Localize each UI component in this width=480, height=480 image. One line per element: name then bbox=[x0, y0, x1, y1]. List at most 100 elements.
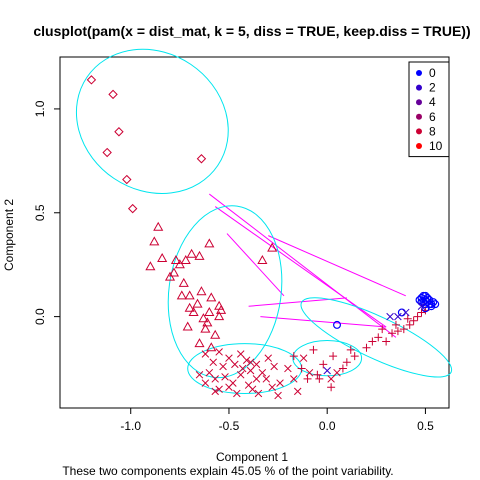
plus-point bbox=[327, 383, 335, 391]
x-tick-label: -0.5 bbox=[219, 419, 240, 433]
plus-point bbox=[394, 327, 402, 335]
x-point bbox=[277, 380, 284, 387]
cluster-ellipse bbox=[157, 198, 292, 385]
plus-point bbox=[313, 371, 321, 379]
legend-label: 6 bbox=[429, 110, 436, 124]
plus-point bbox=[368, 338, 376, 346]
cluster-ellipse bbox=[48, 20, 256, 222]
x-point bbox=[253, 361, 260, 368]
triangle-point bbox=[205, 239, 213, 247]
chart-title: clusplot(pam(x = dist_mat, k = 5, diss =… bbox=[33, 23, 470, 39]
legend-label: 8 bbox=[429, 124, 436, 138]
triangle-point bbox=[258, 256, 266, 264]
triangle-point bbox=[207, 293, 215, 301]
triangle-point bbox=[184, 323, 192, 331]
plus-point bbox=[374, 333, 382, 341]
plus-point bbox=[382, 338, 390, 346]
y-axis-label: Component 2 bbox=[2, 199, 16, 271]
y-axis: 0.0 0.5 1.0 bbox=[33, 100, 60, 325]
x-point bbox=[220, 363, 227, 370]
x-point bbox=[247, 367, 254, 374]
cluster-ellipses bbox=[48, 20, 459, 393]
legend-marker bbox=[416, 114, 422, 120]
triangle-point bbox=[150, 237, 158, 245]
data-points bbox=[87, 76, 438, 399]
x-tick-label: 0.0 bbox=[319, 419, 336, 433]
diamond-point bbox=[197, 155, 205, 163]
cluster-connectors bbox=[209, 194, 405, 337]
connector-line bbox=[268, 236, 406, 296]
x-point bbox=[259, 369, 266, 376]
triangle-point bbox=[205, 308, 213, 316]
triangle-point bbox=[187, 250, 195, 257]
legend-marker bbox=[416, 99, 422, 105]
plus-point bbox=[414, 313, 422, 321]
diamond-point bbox=[87, 76, 95, 84]
x-point bbox=[271, 363, 278, 370]
x-point bbox=[239, 365, 246, 372]
x-tick-label: -1.0 bbox=[120, 419, 141, 433]
triangle-point bbox=[193, 300, 201, 308]
legend-label: 2 bbox=[429, 81, 436, 95]
x-point bbox=[226, 384, 233, 391]
diamond-point bbox=[123, 176, 131, 184]
plus-point bbox=[406, 321, 414, 329]
connector-line bbox=[209, 194, 396, 337]
x-point bbox=[284, 365, 291, 372]
triangle-point bbox=[180, 279, 188, 287]
diamond-point bbox=[115, 128, 123, 136]
triangle-point bbox=[154, 223, 162, 231]
connector-line bbox=[215, 207, 386, 327]
triangle-point bbox=[197, 287, 205, 295]
triangle-point bbox=[185, 291, 193, 299]
plus-point bbox=[410, 317, 418, 325]
x-point bbox=[202, 351, 209, 358]
x-point bbox=[237, 371, 244, 378]
plus-point bbox=[343, 358, 351, 366]
plot-frame bbox=[60, 57, 449, 408]
x-point bbox=[210, 359, 217, 366]
plus-point bbox=[404, 315, 412, 323]
triangle-point bbox=[195, 252, 203, 260]
x-point bbox=[324, 367, 331, 374]
x-tick-label: 0.5 bbox=[417, 419, 434, 433]
x-point bbox=[294, 388, 301, 395]
x-point bbox=[212, 376, 219, 383]
legend-label: 0 bbox=[429, 66, 436, 80]
plus-point bbox=[351, 352, 359, 360]
legend-marker bbox=[416, 128, 422, 134]
x-point bbox=[265, 355, 272, 362]
x-point bbox=[387, 313, 394, 320]
x-point bbox=[206, 369, 213, 376]
plus-point bbox=[362, 344, 370, 352]
diamond-point bbox=[109, 90, 117, 98]
diamond-point bbox=[103, 149, 111, 157]
plus-point bbox=[339, 365, 347, 373]
x-point bbox=[402, 309, 409, 316]
x-axis: -1.0 -0.5 0.0 0.5 bbox=[120, 408, 434, 433]
plus-point bbox=[319, 360, 327, 368]
connector-line bbox=[260, 317, 386, 327]
legend-marker bbox=[416, 143, 422, 149]
chart-subtitle: These two components explain 45.05 % of … bbox=[62, 464, 393, 478]
triangle-point bbox=[178, 291, 186, 299]
x-point bbox=[328, 376, 335, 383]
plus-point bbox=[304, 375, 312, 383]
x-point bbox=[226, 355, 233, 362]
plus-point bbox=[329, 352, 337, 360]
legend-label: 10 bbox=[429, 139, 443, 153]
legend: 0246810 bbox=[409, 62, 449, 157]
x-axis-label: Component 1 bbox=[216, 450, 288, 464]
x-point bbox=[275, 392, 282, 399]
plus-point bbox=[290, 352, 298, 360]
legend-marker bbox=[416, 85, 422, 91]
x-point bbox=[300, 355, 307, 362]
x-point bbox=[216, 349, 223, 356]
x-point bbox=[237, 351, 244, 358]
y-tick-label: 0.0 bbox=[33, 308, 47, 325]
y-tick-label: 1.0 bbox=[33, 100, 47, 117]
x-point bbox=[202, 380, 209, 387]
triangle-point bbox=[211, 331, 219, 339]
x-point bbox=[263, 376, 270, 383]
